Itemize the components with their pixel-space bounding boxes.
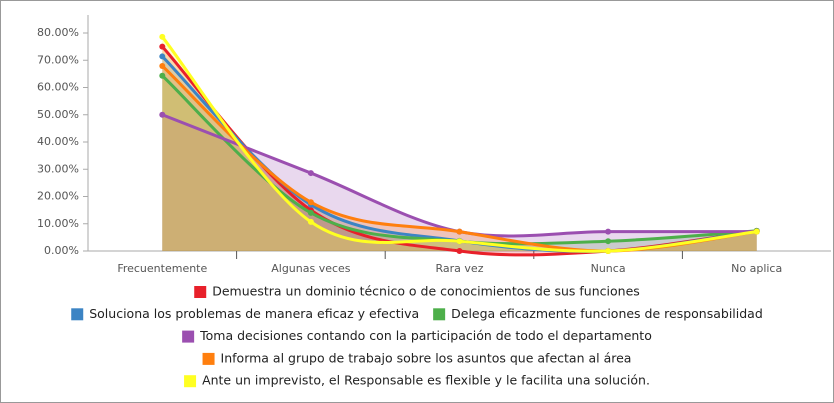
x-tick-label: Rara vez bbox=[436, 262, 484, 275]
point bbox=[307, 218, 314, 225]
legend-swatch bbox=[194, 286, 207, 298]
point bbox=[605, 248, 612, 254]
y-tick-label: 30.00% bbox=[37, 162, 79, 175]
y-tick-label: 50.00% bbox=[37, 108, 79, 121]
legend-label: Informa al grupo de trabajo sobre los as… bbox=[221, 350, 632, 365]
point bbox=[307, 209, 314, 216]
legend-swatch bbox=[202, 352, 215, 365]
point bbox=[159, 33, 166, 40]
area bbox=[162, 114, 757, 251]
legend-label: Toma decisiones contando con la particip… bbox=[199, 328, 652, 343]
legend-item: Demuestra un dominio técnico o de conoci… bbox=[194, 284, 640, 299]
point bbox=[753, 228, 760, 235]
area bbox=[162, 56, 757, 252]
y-tick-label: 60.00% bbox=[37, 81, 79, 94]
point bbox=[307, 199, 314, 206]
legend-label: Ante un imprevisto, el Responsable es fl… bbox=[202, 373, 650, 388]
x-tick-label: Algunas veces bbox=[271, 262, 351, 275]
legend-swatch bbox=[433, 308, 446, 321]
x-tick-label: No aplica bbox=[731, 262, 782, 275]
line bbox=[161, 35, 757, 253]
point bbox=[159, 111, 166, 118]
legend-item: Toma decisiones contando con la particip… bbox=[182, 328, 652, 343]
point bbox=[605, 238, 612, 245]
area bbox=[162, 36, 757, 252]
point bbox=[307, 170, 314, 177]
point bbox=[159, 72, 166, 79]
x-tick-label: Nunca bbox=[591, 262, 626, 275]
legend: Demuestra un dominio técnico o de conoci… bbox=[71, 284, 763, 388]
legend-swatch bbox=[184, 375, 197, 388]
legend-swatch bbox=[71, 308, 84, 321]
legend-swatch bbox=[182, 330, 195, 343]
area bbox=[162, 75, 757, 251]
legend-label: Soluciona los problemas de manera eficaz… bbox=[89, 306, 419, 321]
legend-label: Delega eficazmente funciones de responsa… bbox=[451, 306, 763, 321]
x-tick-label: Frecuentemente bbox=[117, 262, 207, 275]
point bbox=[159, 53, 166, 60]
legend-item: Delega eficazmente funciones de responsa… bbox=[433, 306, 763, 321]
y-tick-label: 70.00% bbox=[37, 53, 79, 66]
legend-label: Demuestra un dominio técnico o de conoci… bbox=[212, 284, 640, 299]
point bbox=[159, 43, 166, 50]
point bbox=[456, 248, 463, 254]
y-tick-label: 80.00% bbox=[37, 26, 79, 39]
y-tick-label: 40.00% bbox=[37, 135, 79, 148]
point bbox=[456, 228, 463, 235]
point bbox=[456, 238, 463, 245]
legend-item: Informa al grupo de trabajo sobre los as… bbox=[202, 350, 632, 365]
y-tick-label: 0.00% bbox=[44, 244, 79, 257]
point bbox=[159, 62, 166, 69]
legend-item: Ante un imprevisto, el Responsable es fl… bbox=[184, 373, 650, 388]
y-tick-label: 20.00% bbox=[37, 190, 79, 203]
y-tick-label: 10.00% bbox=[37, 217, 79, 230]
area bbox=[162, 46, 757, 255]
legend-item: Soluciona los problemas de manera eficaz… bbox=[71, 306, 419, 321]
point bbox=[605, 228, 612, 235]
